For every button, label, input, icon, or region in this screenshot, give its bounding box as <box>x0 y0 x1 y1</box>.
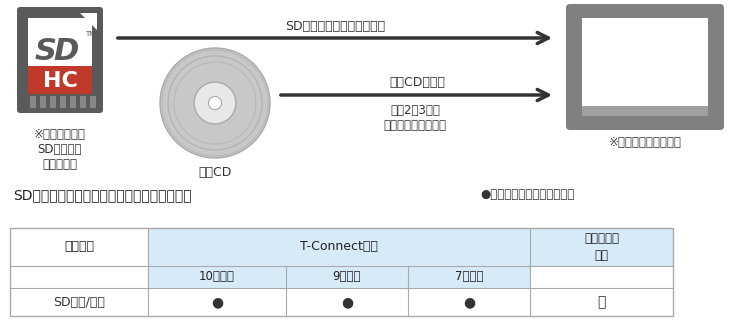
FancyBboxPatch shape <box>17 7 103 113</box>
Bar <box>582 106 708 116</box>
Text: 音楽CD: 音楽CD <box>198 166 231 179</box>
Polygon shape <box>80 13 97 30</box>
Text: ※除くエントリーナビ: ※除くエントリーナビ <box>609 137 682 150</box>
Text: S: S <box>35 38 57 67</box>
Text: SD録音（サウンドレコーディング）対応機種: SD録音（サウンドレコーディング）対応機種 <box>13 188 192 202</box>
Bar <box>148 266 286 288</box>
Bar <box>70 96 76 108</box>
Text: ※別途、市販の
SDカードが
必要です。: ※別途、市販の SDカードが 必要です。 <box>34 128 86 171</box>
Bar <box>50 96 56 108</box>
Text: 10インチ: 10インチ <box>199 270 235 283</box>
Bar <box>30 96 36 108</box>
Text: HC: HC <box>43 71 77 91</box>
Circle shape <box>194 82 236 124</box>
Bar <box>408 266 530 288</box>
Text: SD録音/再生: SD録音/再生 <box>53 295 105 308</box>
Circle shape <box>160 48 270 158</box>
Bar <box>582 18 708 108</box>
Bar <box>286 266 408 288</box>
Circle shape <box>209 96 222 110</box>
Bar <box>40 96 46 108</box>
Text: 9インチ: 9インチ <box>332 270 361 283</box>
Text: SDカードをスロットに挿入: SDカードをスロットに挿入 <box>285 20 385 33</box>
Text: ●: ● <box>341 295 353 309</box>
Text: ●：標準設定　－：設定なし: ●：標準設定 －：設定なし <box>480 188 574 201</box>
Text: 対応規格: 対応規格 <box>64 240 94 253</box>
Bar <box>60 96 66 108</box>
Text: ●: ● <box>463 295 475 309</box>
Text: T-Connectナビ: T-Connectナビ <box>300 240 378 253</box>
Bar <box>530 228 673 266</box>
Bar <box>28 66 92 94</box>
Bar <box>28 18 92 90</box>
Bar <box>148 228 530 266</box>
Text: ●: ● <box>211 295 223 309</box>
Bar <box>90 96 96 108</box>
Text: 7インチ: 7インチ <box>455 270 483 283</box>
Text: 最大2〜3倍速
録音時同時再生可能: 最大2〜3倍速 録音時同時再生可能 <box>383 104 447 132</box>
Text: エントリー
ナビ: エントリー ナビ <box>584 232 619 262</box>
Bar <box>80 96 86 108</box>
Text: －: － <box>597 295 606 309</box>
Text: 音楽CDを録音: 音楽CDを録音 <box>389 77 445 90</box>
Text: TM: TM <box>85 31 95 37</box>
Text: D: D <box>53 38 79 67</box>
FancyBboxPatch shape <box>566 4 724 130</box>
Bar <box>10 228 673 316</box>
